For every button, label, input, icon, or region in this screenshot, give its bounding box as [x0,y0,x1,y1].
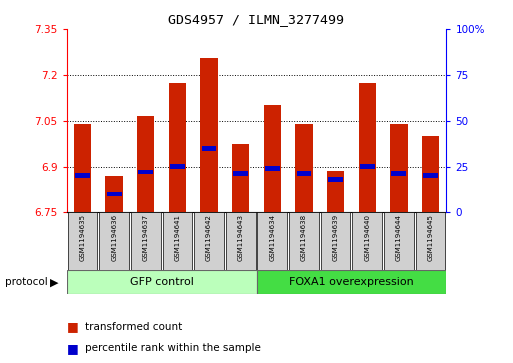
Bar [256,270,446,294]
Text: ■: ■ [67,342,83,355]
Bar [265,166,280,171]
Text: GSM1194639: GSM1194639 [332,214,339,261]
Text: GSM1194642: GSM1194642 [206,214,212,261]
Bar [289,212,319,270]
Text: GSM1194638: GSM1194638 [301,214,307,261]
Bar [74,124,91,212]
Bar [232,144,249,212]
Bar [68,212,97,270]
Bar [233,171,248,176]
Text: GSM1194640: GSM1194640 [364,214,370,261]
Bar [422,136,439,212]
Bar [75,173,90,178]
Bar [139,170,153,175]
Bar [360,164,374,169]
Bar [264,105,281,212]
Bar [390,124,407,212]
Bar [107,192,122,196]
Text: GFP control: GFP control [130,277,193,287]
Text: GSM1194635: GSM1194635 [80,214,86,261]
Text: ■: ■ [67,320,83,333]
Bar [170,164,185,169]
Text: GSM1194644: GSM1194644 [396,214,402,261]
Bar [352,212,382,270]
Bar [226,212,255,270]
Bar [100,212,129,270]
Text: GSM1194636: GSM1194636 [111,214,117,261]
Text: percentile rank within the sample: percentile rank within the sample [85,343,261,354]
Bar [169,82,186,212]
Bar [327,171,344,212]
Bar [201,58,218,212]
Bar [194,212,224,270]
Bar [295,124,312,212]
Bar [416,212,445,270]
Bar [67,270,256,294]
Bar [131,212,161,270]
Text: transformed count: transformed count [85,322,182,332]
Text: FOXA1 overexpression: FOXA1 overexpression [289,277,414,287]
Text: ▶: ▶ [50,277,58,287]
Bar [163,212,192,270]
Bar [321,212,350,270]
Text: GSM1194645: GSM1194645 [427,214,433,261]
Text: GSM1194637: GSM1194637 [143,214,149,261]
Title: GDS4957 / ILMN_3277499: GDS4957 / ILMN_3277499 [168,13,345,26]
Bar [391,171,406,176]
Bar [423,173,438,178]
Text: protocol: protocol [5,277,51,287]
Bar [359,82,376,212]
Bar [137,116,154,212]
Bar [297,171,311,176]
Bar [202,146,216,151]
Text: GSM1194643: GSM1194643 [238,214,244,261]
Bar [258,212,287,270]
Text: GSM1194634: GSM1194634 [269,214,275,261]
Bar [106,176,123,212]
Bar [384,212,413,270]
Text: GSM1194641: GSM1194641 [174,214,181,261]
Bar [328,177,343,182]
